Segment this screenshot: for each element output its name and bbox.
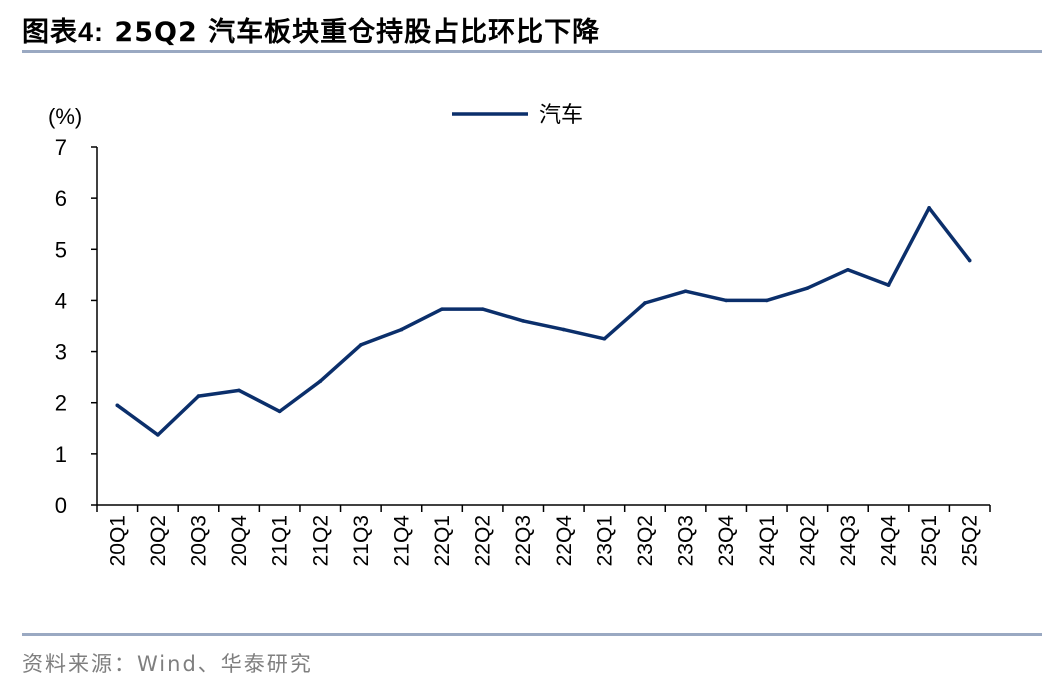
x-tick-label: 24Q4 <box>878 515 901 567</box>
data-point <box>967 258 972 263</box>
data-point <box>480 307 485 311</box>
figure-title-text: 25Q2 汽车板块重仓持股占比环比下降 <box>114 17 601 48</box>
data-point <box>156 433 160 437</box>
y-tick-label: 5 <box>55 237 67 262</box>
line-chart: 0 1 2 3 4 5 6 7 (%) 20Q1 20Q2 20Q3 20Q4 21Q1 21Q2 21Q3 2… <box>48 103 991 567</box>
series-line-汽车 <box>115 206 972 437</box>
chart-legend: 汽车 <box>452 103 583 128</box>
y-tick-label: 6 <box>55 186 67 211</box>
x-tick-label: 21Q2 <box>309 515 332 566</box>
x-tick-label: 22Q3 <box>512 515 535 566</box>
x-tick-label: 22Q2 <box>472 515 495 566</box>
legend-label: 汽车 <box>539 103 583 128</box>
figure-title: 图表4: 25Q2 汽车板块重仓持股占比环比下降 <box>22 10 600 49</box>
x-tick-label: 24Q3 <box>837 515 860 566</box>
x-tick-label: 24Q1 <box>756 515 779 566</box>
title-divider <box>22 50 1042 53</box>
y-tick-label: 3 <box>55 340 67 365</box>
y-tick-label: 1 <box>55 442 67 467</box>
data-point <box>602 336 607 341</box>
data-point <box>805 286 810 290</box>
y-axis-unit-label: (%) <box>48 104 82 129</box>
data-point <box>521 319 526 323</box>
x-tick-label: 21Q1 <box>269 515 292 566</box>
y-tick-label: 7 <box>55 135 67 160</box>
x-tick-label: 22Q1 <box>431 515 454 566</box>
data-point <box>643 301 647 305</box>
chart-ticks: 0 1 2 3 4 5 6 7 (%) 20Q1 20Q2 20Q3 20Q4 21Q1 21Q2 21Q3 2… <box>48 104 991 567</box>
data-point <box>196 394 201 398</box>
x-tick-label: 21Q4 <box>390 515 413 567</box>
figure-title-prefix: 图表 <box>22 17 78 48</box>
source-note: 资料来源：Wind、华泰研究 <box>22 652 313 676</box>
data-point <box>359 343 363 347</box>
data-point <box>846 267 850 272</box>
x-tick-label: 23Q2 <box>634 515 657 566</box>
data-point <box>724 298 728 303</box>
y-tick-label: 0 <box>55 493 67 518</box>
data-point <box>115 403 120 408</box>
figure-title-number: 4: <box>78 17 105 47</box>
data-point <box>440 307 444 311</box>
data-point <box>318 379 323 384</box>
x-tick-label: 20Q4 <box>228 515 251 567</box>
x-tick-label: 25Q1 <box>918 515 941 566</box>
data-point <box>927 206 931 210</box>
x-tick-label: 20Q3 <box>187 515 210 566</box>
x-tick-label: 23Q3 <box>675 515 698 566</box>
data-point <box>399 327 404 332</box>
y-tick-label: 2 <box>55 391 67 416</box>
footer-divider <box>22 633 1042 636</box>
x-tick-label: 20Q2 <box>147 515 170 566</box>
x-tick-label: 22Q4 <box>553 515 576 567</box>
x-tick-label: 25Q2 <box>959 515 982 566</box>
data-point <box>886 283 891 287</box>
data-point <box>683 289 688 294</box>
y-tick-label: 4 <box>55 288 67 313</box>
x-tick-label: 23Q1 <box>593 515 616 566</box>
x-tick-label: 23Q4 <box>715 515 738 567</box>
x-tick-label: 21Q3 <box>350 515 373 566</box>
chart-series <box>115 206 972 437</box>
data-point <box>237 388 241 393</box>
x-tick-label: 20Q1 <box>106 515 129 566</box>
data-point <box>764 298 769 303</box>
data-point <box>561 327 566 332</box>
x-tick-label: 24Q2 <box>796 515 819 566</box>
data-point <box>277 409 282 414</box>
